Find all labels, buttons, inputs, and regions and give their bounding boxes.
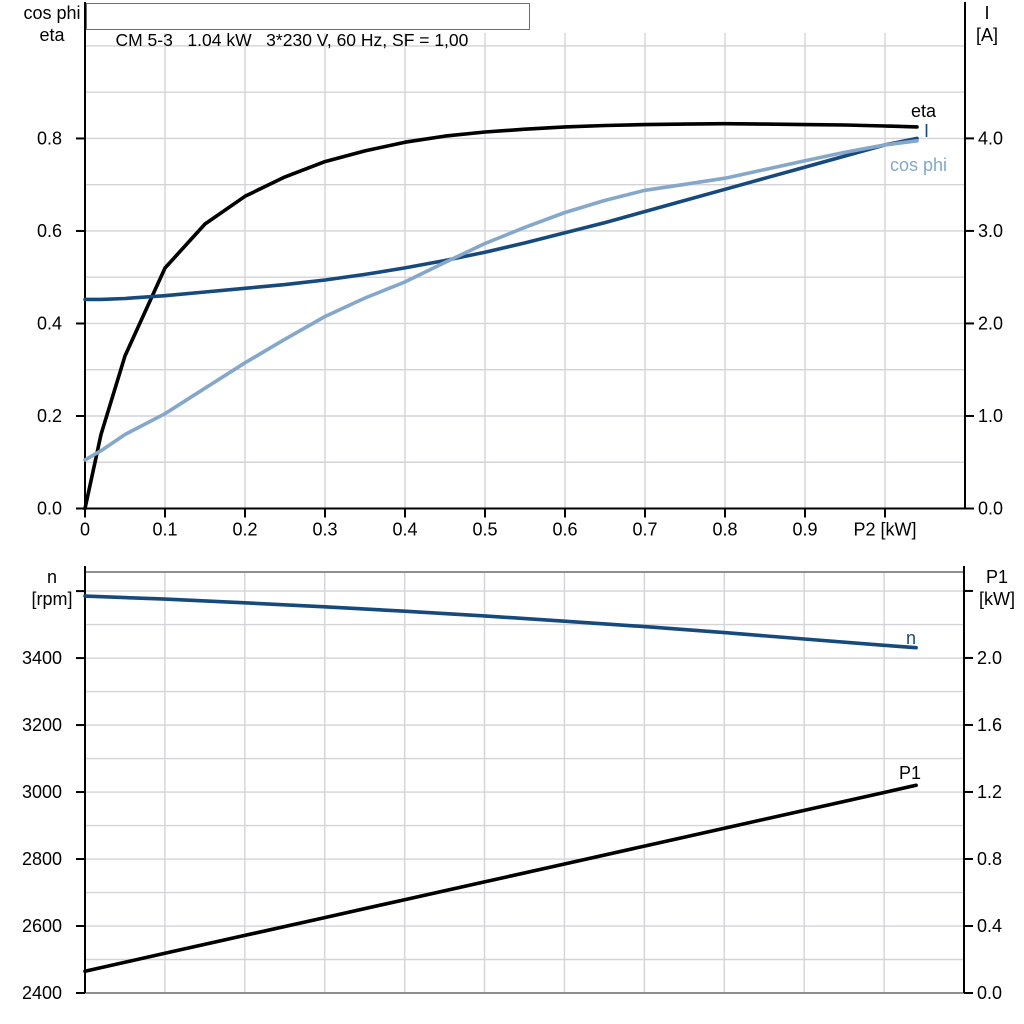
series-label-eta: eta — [911, 101, 937, 121]
y-right-tick-label: 1.6 — [977, 715, 1002, 735]
y-left-tick-label: 3000 — [22, 782, 62, 802]
y-left-tick-label: 0.2 — [37, 406, 62, 426]
y-right-header-line1: I — [984, 3, 990, 23]
y-right-tick-label: 3.0 — [978, 221, 1003, 241]
y-left-tick-label: 3400 — [22, 648, 62, 668]
x-tick-label: 0.3 — [312, 520, 337, 540]
y-left-header-line2: eta — [39, 25, 65, 45]
x-tick-label: 0 — [80, 520, 90, 540]
y-right-tick-label: 1.0 — [978, 406, 1003, 426]
chart-title: CM 5-3 1.04 kW 3*230 V, 60 Hz, SF = 1,00 — [115, 30, 469, 50]
y-right-header-line2: [kW] — [979, 589, 1015, 609]
y-right-tick-label: 1.2 — [977, 782, 1002, 802]
y-left-tick-label: 2400 — [22, 983, 62, 1003]
y-left-tick-label: 0.6 — [37, 221, 62, 241]
x-tick-label: 0.8 — [712, 520, 737, 540]
series-label-cos-phi: cos phi — [890, 155, 947, 175]
top-left-axis-header: cos phi eta — [10, 2, 94, 46]
y-right-tick-label: 2.0 — [977, 648, 1002, 668]
x-tick-label: 0.7 — [632, 520, 657, 540]
series-line-P1 — [83, 783, 918, 974]
series-label-I: I — [924, 121, 929, 141]
x-tick-label: 0.2 — [232, 520, 257, 540]
y-left-tick-label: 0.8 — [37, 128, 62, 148]
series-label-n: n — [906, 628, 916, 648]
series-line-I — [83, 136, 919, 302]
y-right-tick-label: 4.0 — [978, 128, 1003, 148]
y-left-header-line1: n — [46, 567, 57, 587]
y-right-header-line1: P1 — [985, 567, 1009, 587]
x-tick-label: 0.4 — [392, 520, 417, 540]
x-tick-label: 0.9 — [792, 520, 817, 540]
y-right-tick-label: 2.0 — [978, 313, 1003, 333]
series-line-eta — [83, 121, 919, 511]
chart-title-box: CM 5-3 1.04 kW 3*230 V, 60 Hz, SF = 1,00 — [86, 3, 530, 50]
bottom-right-axis-header: P1 [kW] — [966, 566, 1024, 610]
y-right-tick-label: 0.0 — [977, 983, 1002, 1003]
x-tick-label: 0.6 — [552, 520, 577, 540]
top-right-axis-header: I [A] — [957, 2, 1017, 46]
bottom-left-axis-header: n [rpm] — [10, 566, 94, 610]
y-left-header-line2: [rpm] — [31, 589, 73, 609]
x-axis-label: P2 [kW] — [853, 520, 916, 540]
x-tick-label: 0.5 — [472, 520, 497, 540]
y-right-tick-label: 0.0 — [978, 499, 1003, 519]
y-left-tick-label: 2600 — [22, 916, 62, 936]
x-tick-label: 0.1 — [152, 520, 177, 540]
y-left-tick-label: 3200 — [22, 715, 62, 735]
y-left-tick-label: 0.0 — [37, 499, 62, 519]
y-left-tick-label: 0.4 — [37, 313, 62, 333]
y-right-tick-label: 0.4 — [977, 916, 1002, 936]
series-label-P1: P1 — [899, 763, 921, 783]
series-line-n — [83, 594, 918, 650]
y-right-tick-label: 0.8 — [977, 849, 1002, 869]
series-line-cos-phi — [83, 139, 919, 462]
y-right-header-line2: [A] — [975, 25, 998, 45]
y-left-tick-label: 2800 — [22, 849, 62, 869]
y-left-header-line1: cos phi — [23, 3, 81, 23]
